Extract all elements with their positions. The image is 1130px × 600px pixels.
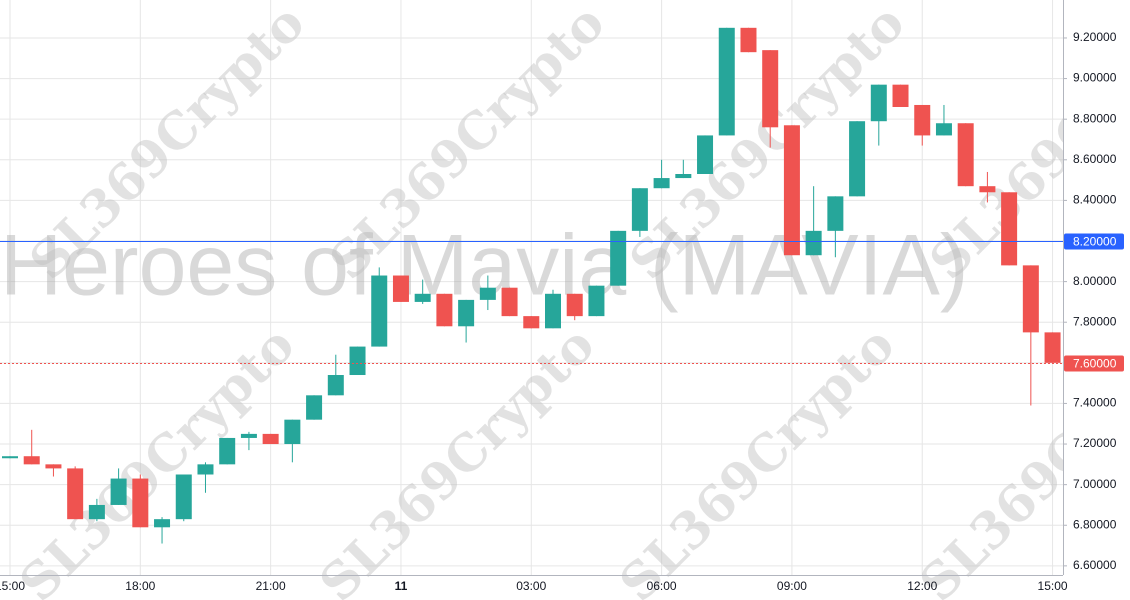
axes: 6.60000 6.80000 7.00000 7.20000 7.40000 7.600… — [0, 30, 1124, 593]
y-tick-label: 7.20000 — [1073, 436, 1117, 450]
overlay — [0, 241, 1063, 364]
candle-body — [805, 230, 822, 256]
candle-body — [458, 299, 475, 327]
candle-body — [610, 230, 627, 286]
candle-body — [979, 186, 996, 193]
price-label-bg — [1064, 355, 1124, 372]
candle-body — [501, 287, 518, 317]
candle-body — [371, 275, 388, 347]
candle-body — [523, 316, 540, 329]
candle-body — [935, 123, 952, 136]
candle-body — [892, 84, 909, 108]
candle-body — [175, 474, 192, 520]
candle-body — [675, 174, 692, 179]
candle-body — [957, 123, 974, 187]
candle-body — [349, 346, 366, 376]
x-tick-label: 09:00 — [777, 579, 807, 593]
candle-body — [783, 125, 800, 256]
candle-body — [479, 287, 496, 300]
candle-body — [45, 464, 62, 469]
candle-body — [697, 135, 714, 175]
candle-body — [436, 293, 453, 327]
candle-body — [1044, 332, 1061, 363]
y-tick-label: 6.80000 — [1073, 517, 1117, 531]
price-label-bg — [1064, 233, 1124, 250]
candle-body — [718, 27, 735, 136]
candle-body — [132, 478, 149, 528]
candle-body — [219, 437, 236, 465]
x-tick-label: 11 — [395, 579, 408, 593]
y-tick-label: 8.40000 — [1073, 193, 1117, 207]
x-tick-label: 21:00 — [256, 579, 286, 593]
candle-body — [588, 285, 605, 317]
candle-body — [870, 84, 887, 122]
y-tick-label: 6.60000 — [1073, 558, 1117, 572]
x-tick-label: 12:00 — [907, 579, 937, 593]
candle-body — [566, 293, 583, 317]
candle-body — [414, 293, 431, 302]
watermark: SL369Crypto — [608, 315, 906, 600]
y-tick-label: 7.00000 — [1073, 477, 1117, 491]
candle-body — [67, 468, 84, 520]
x-tick-label: 15:00 — [0, 579, 25, 593]
candle-body — [849, 121, 866, 197]
price-label: 7.60000 — [1073, 357, 1117, 371]
y-tick-label: 7.80000 — [1073, 314, 1117, 328]
candle-body — [1022, 265, 1039, 333]
candle-body — [23, 456, 40, 465]
candle-body — [2, 456, 18, 459]
candles — [2, 27, 1061, 544]
candle-body — [240, 433, 257, 438]
x-tick-label: 06:00 — [647, 579, 677, 593]
candle-body — [327, 375, 344, 396]
candle-body — [545, 293, 561, 329]
x-tick-label: 18:00 — [125, 579, 155, 593]
y-tick-label: 9.00000 — [1073, 71, 1117, 85]
price-axis-panel — [1063, 0, 1130, 600]
x-tick-label: 15:00 — [1038, 579, 1068, 593]
y-tick-label: 9.20000 — [1073, 30, 1117, 44]
candle-body — [154, 519, 171, 528]
candle-body — [827, 196, 844, 231]
candle-body — [306, 395, 323, 420]
candle-body — [392, 275, 409, 302]
y-tick-label: 8.60000 — [1073, 152, 1117, 166]
candle-body — [262, 433, 279, 445]
candle-body — [88, 504, 105, 520]
candle-body — [762, 50, 779, 128]
watermark: SL369Crypto — [8, 315, 306, 600]
price-label: 8.20000 — [1073, 235, 1117, 249]
y-tick-label: 8.80000 — [1073, 111, 1117, 125]
candle-body — [631, 188, 648, 231]
y-tick-label: 7.40000 — [1073, 396, 1117, 410]
y-tick-label: 8.00000 — [1073, 274, 1117, 288]
candle-body — [740, 27, 757, 53]
candle-body — [110, 478, 127, 505]
candle-body — [914, 104, 931, 136]
x-tick-label: 03:00 — [516, 579, 546, 593]
candle-body — [653, 178, 670, 189]
candle-body — [284, 419, 301, 445]
candle-body — [1001, 192, 1018, 266]
candle-body — [197, 464, 214, 475]
